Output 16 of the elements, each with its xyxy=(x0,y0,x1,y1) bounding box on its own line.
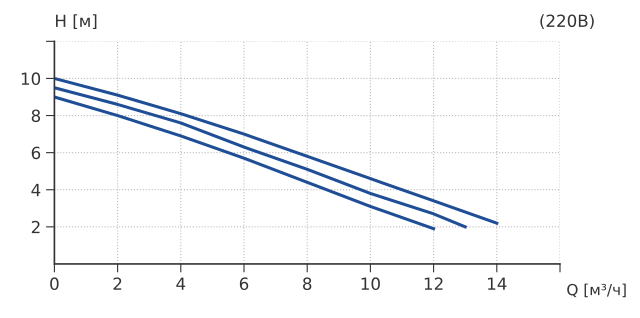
x-tick-label: 10 xyxy=(362,277,380,290)
y-tick-label: 2 xyxy=(32,220,40,234)
x-tick-label: 14 xyxy=(488,278,506,290)
x-tick-label: 0 xyxy=(50,277,59,290)
x-tick-label: 8 xyxy=(303,277,312,290)
y-tick-label: 4 xyxy=(31,184,40,196)
chart-title: (220В) xyxy=(540,14,594,30)
x-tick-label: 12 xyxy=(424,277,443,290)
y-tick-label: 6 xyxy=(32,146,40,160)
y-tick-label: 8 xyxy=(32,110,40,122)
x-tick-label: 4 xyxy=(176,278,186,290)
x-tick-label: 6 xyxy=(240,277,248,290)
x-axis-title: Q [м³/ч] xyxy=(567,284,626,298)
x-tick-label: 2 xyxy=(114,277,122,290)
y-axis-title: H [м] xyxy=(56,14,96,30)
y-tick-label: 10 xyxy=(22,72,40,86)
